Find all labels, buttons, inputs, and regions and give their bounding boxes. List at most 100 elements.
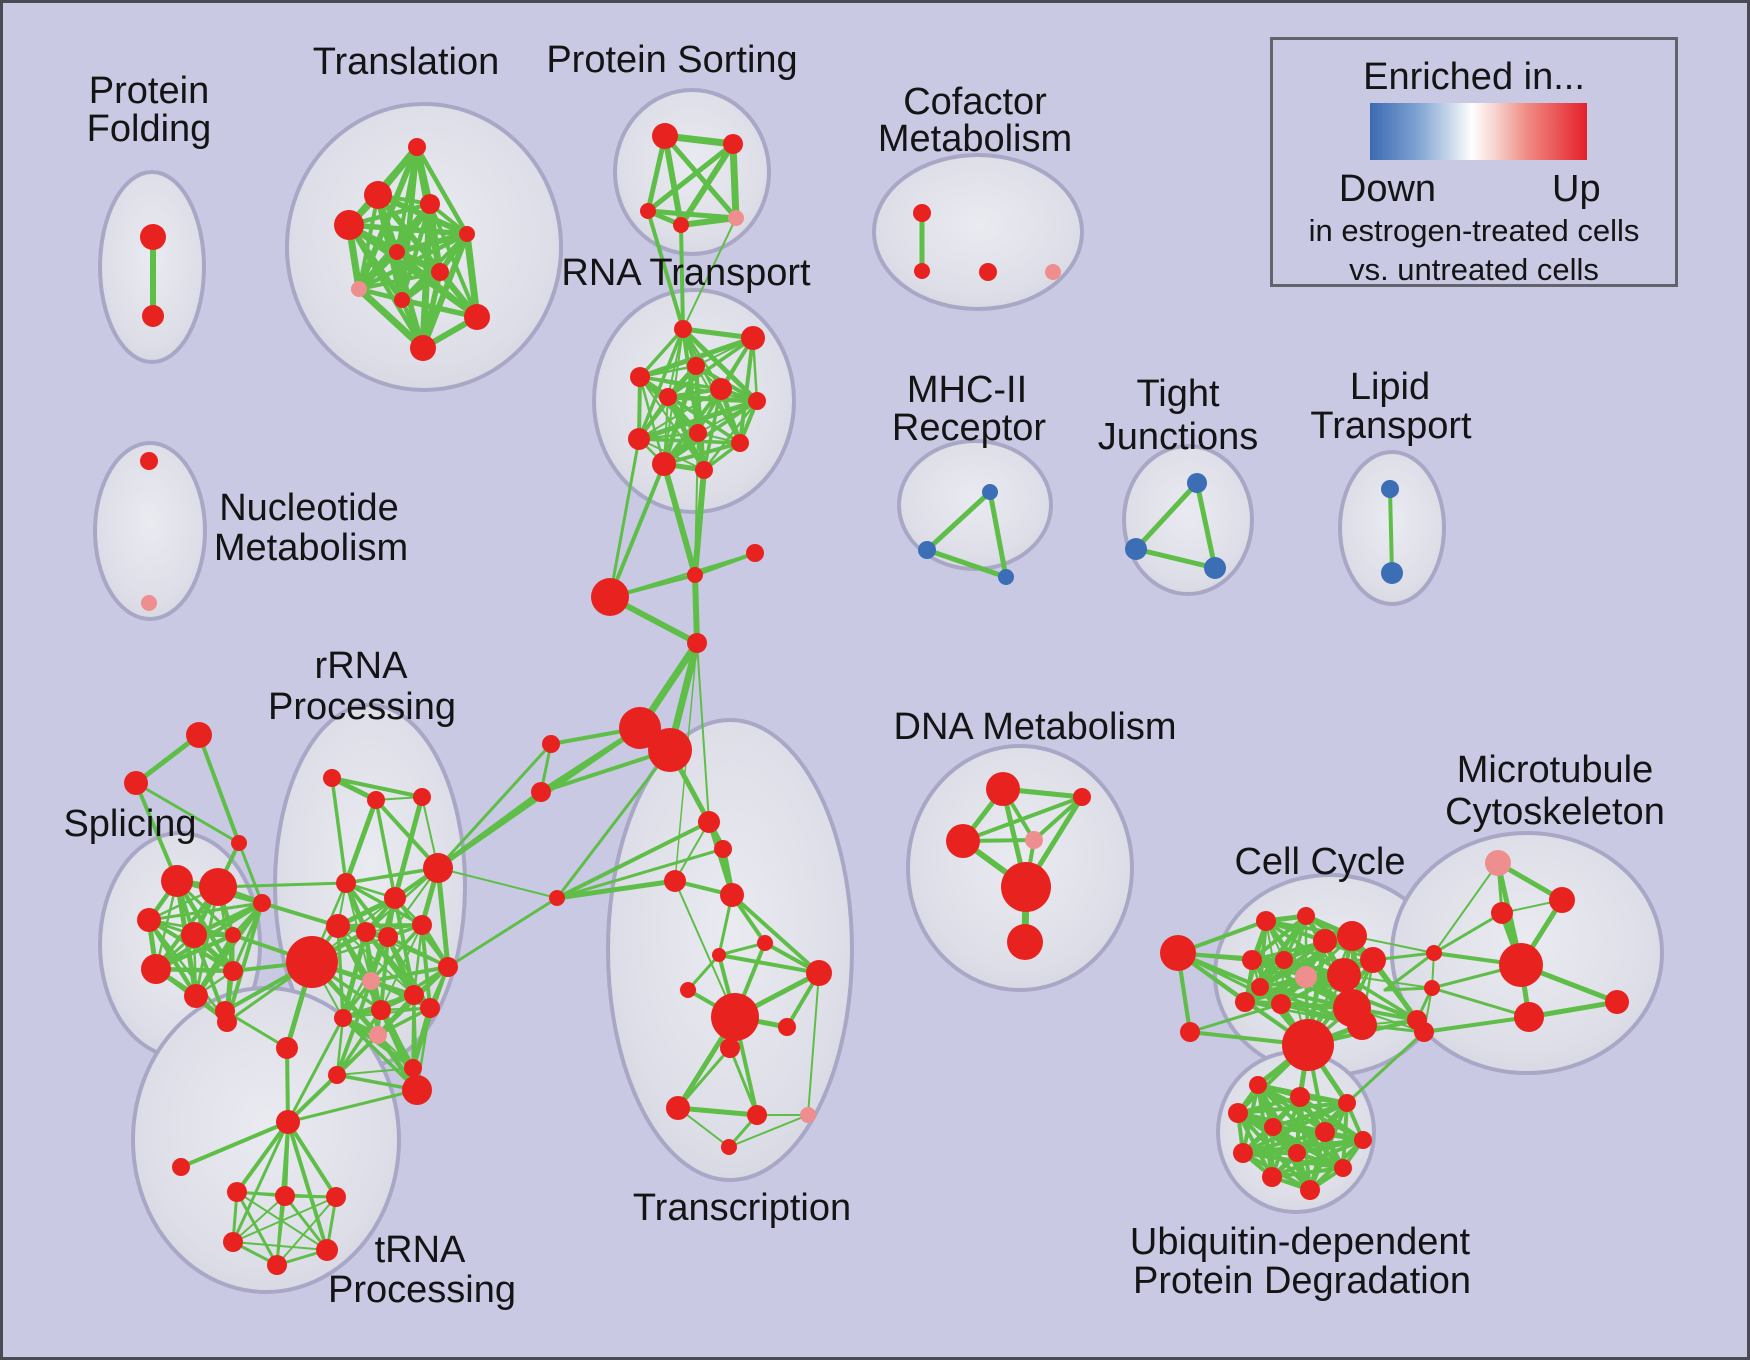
gene-set-node (1007, 924, 1043, 960)
cluster-ellipse-nucleotide-metabolism (93, 441, 207, 621)
gene-set-node (687, 567, 703, 583)
gene-set-node (420, 194, 440, 214)
gene-set-node (542, 735, 560, 753)
gene-set-node (394, 292, 410, 308)
overlap-edge-splicing (154, 901, 264, 971)
cluster-label-microtubule-cytoskeleton-line1: Microtubule (1457, 749, 1653, 791)
cluster-label-nucleotide-metabolism-line2: Metabolism (214, 527, 408, 569)
overlap-edge-protein-sorting (678, 141, 736, 228)
gene-set-node (408, 138, 426, 156)
gene-set-node (1073, 788, 1091, 806)
overlap-edge-rrna-processing (335, 1008, 383, 1077)
gene-set-node (757, 935, 773, 951)
cluster-label-cell-cycle: Cell Cycle (1234, 841, 1405, 883)
overlap-edge-translation (394, 231, 470, 255)
inter-cluster-edge (646, 209, 685, 331)
cluster-label-cofactor-metabolism-line2: Metabolism (878, 118, 1072, 160)
overlap-edge-rna-transport (738, 336, 755, 445)
gene-set-node (364, 181, 392, 209)
gene-set-node (1160, 935, 1196, 971)
cluster-label-trna-processing-line1: tRNA (375, 1229, 466, 1271)
overlap-edge-translation (357, 270, 442, 291)
overlap-edge-rrna-processing (336, 1067, 414, 1076)
gene-set-node (531, 782, 551, 802)
gene-set-node (1499, 943, 1543, 987)
gene-set-node (141, 954, 171, 984)
overlap-edge-cell-cycle (1250, 914, 1308, 962)
overlap-edge-splicing (225, 901, 264, 1024)
overlap-edge-trna-processing (276, 1195, 286, 1266)
gene-set-node (1251, 978, 1269, 996)
inter-cluster-edge (608, 462, 666, 599)
inter-cluster-edge (286, 1016, 345, 1124)
gene-set-node (1381, 480, 1399, 498)
gene-set-node (979, 263, 997, 281)
cluster-label-tight-junctions-line1: Tight (1136, 373, 1220, 415)
gene-set-node (184, 984, 208, 1008)
gene-set-node (1354, 1131, 1372, 1149)
gene-set-node (1271, 994, 1291, 1014)
overlap-edge-lipid-transport (1388, 487, 1394, 575)
overlap-edge-transcription (707, 820, 734, 897)
inter-cluster-edge (1433, 862, 1499, 954)
gene-set-node (1514, 1002, 1544, 1032)
gene-set-node (124, 771, 148, 795)
legend-end-labels: Down Up (1339, 168, 1601, 212)
gene-set-node (1242, 950, 1262, 970)
overlap-edge-protein-sorting (645, 141, 736, 214)
gene-set-node (334, 1009, 352, 1027)
gene-set-node (231, 835, 247, 851)
gene-set-node (1045, 264, 1061, 280)
legend-subtitle-1: in estrogen-treated cells (1308, 213, 1640, 248)
cluster-label-protein-folding-line1: Protein (89, 70, 209, 112)
gene-set-node (1315, 1122, 1335, 1142)
overlap-edge-protein-sorting (662, 133, 739, 221)
inter-cluster-edge (682, 217, 737, 330)
overlap-edge-protein-sorting (645, 208, 739, 221)
gene-set-node (673, 217, 689, 233)
gene-set-node (161, 865, 193, 897)
gene-set-node (1125, 538, 1147, 560)
legend-title: Enriched in... (1363, 56, 1585, 98)
inter-cluster-edge (696, 642, 710, 823)
cluster-ellipse-tight-junctions (1122, 444, 1254, 596)
overlap-edge-ubiquitin-degradation (1236, 1101, 1349, 1115)
overlap-edge-translation (346, 222, 470, 237)
overlap-edge-rrna-processing (374, 798, 440, 870)
gene-set-node (1334, 1159, 1352, 1177)
gene-set-node (800, 1107, 816, 1123)
gene-set-node (731, 434, 749, 452)
gene-set-node (431, 263, 449, 281)
gene-set-node (186, 722, 212, 748)
gene-set-node (423, 853, 453, 883)
gene-set-node (275, 1186, 295, 1206)
overlap-edge-translation (463, 230, 481, 321)
gene-set-node (712, 948, 726, 962)
overlap-edge-cell-cycle (1257, 933, 1355, 990)
gene-set-node (464, 304, 490, 330)
gene-set-node (1491, 902, 1513, 924)
cluster-label-microtubule-cytoskeleton-line2: Cytoskeleton (1445, 791, 1665, 833)
gene-set-node (1180, 1022, 1200, 1042)
overlap-edge-tight-junctions (1133, 480, 1200, 552)
gene-set-node (1282, 1019, 1334, 1071)
overlap-edge-rna-transport (639, 376, 758, 402)
gene-set-node (413, 788, 431, 806)
inter-cluster-edge (260, 901, 340, 928)
gene-set-node (1338, 1094, 1356, 1112)
gene-set-node (687, 633, 707, 653)
gene-set-node (674, 320, 692, 338)
cluster-label-trna-processing-line2: Processing (328, 1269, 516, 1311)
inter-cluster-edge (554, 878, 678, 901)
overlap-edge-trna-processing (232, 1241, 328, 1251)
inter-cluster-edge (1383, 951, 1436, 992)
overlap-edge-rna-transport (638, 438, 705, 471)
overlap-edge-rrna-processing (344, 866, 440, 885)
inter-cluster-edge (1188, 1002, 1283, 1034)
overlap-edge-trna-processing (235, 1190, 279, 1267)
inter-cluster-edge (237, 841, 264, 905)
gene-set-node (326, 914, 350, 938)
gene-set-node (723, 134, 743, 154)
cluster-label-rrna-processing-line2: Processing (268, 686, 456, 728)
